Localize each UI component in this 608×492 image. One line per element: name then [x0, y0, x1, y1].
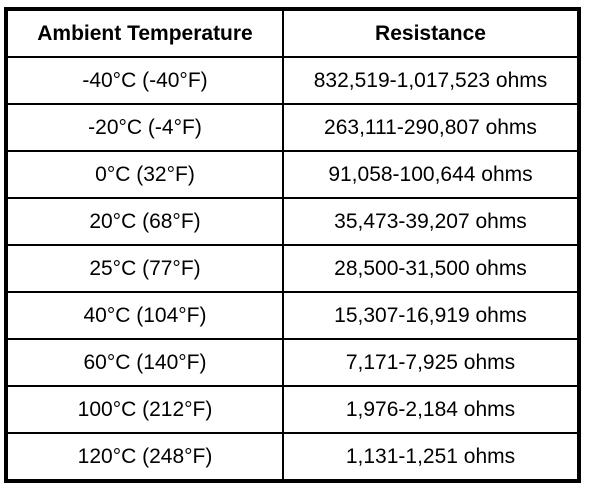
table-row: 0°C (32°F) 91,058-100,644 ohms [5, 150, 580, 199]
resistance-cell: 263,111-290,807 ohms [282, 103, 580, 152]
temperature-cell: 120°C (248°F) [5, 432, 284, 482]
column-header-ambient-temperature: Ambient Temperature [5, 8, 284, 58]
table-row: 40°C (104°F) 15,307-16,919 ohms [5, 291, 580, 340]
resistance-cell: 7,171-7,925 ohms [282, 338, 580, 387]
table-row: 25°C (77°F) 28,500-31,500 ohms [5, 244, 580, 293]
temperature-cell: -20°C (-4°F) [5, 103, 284, 152]
resistance-cell: 15,307-16,919 ohms [282, 291, 580, 340]
temperature-cell: -40°C (-40°F) [5, 56, 284, 105]
temperature-cell: 20°C (68°F) [5, 197, 284, 246]
table-row: 100°C (212°F) 1,976-2,184 ohms [5, 385, 580, 434]
resistance-cell: 1,131-1,251 ohms [282, 432, 580, 482]
column-header-resistance: Resistance [282, 8, 580, 58]
temperature-cell: 25°C (77°F) [5, 244, 284, 293]
temperature-cell: 100°C (212°F) [5, 385, 284, 434]
resistance-cell: 28,500-31,500 ohms [282, 244, 580, 293]
temperature-cell: 40°C (104°F) [5, 291, 284, 340]
table-row: 120°C (248°F) 1,131-1,251 ohms [5, 432, 580, 482]
resistance-cell: 35,473-39,207 ohms [282, 197, 580, 246]
resistance-cell: 832,519-1,017,523 ohms [282, 56, 580, 105]
table-row: 20°C (68°F) 35,473-39,207 ohms [5, 197, 580, 246]
resistance-cell: 1,976-2,184 ohms [282, 385, 580, 434]
temperature-resistance-table: Ambient Temperature Resistance -40°C (-4… [4, 7, 581, 483]
temperature-cell: 0°C (32°F) [5, 150, 284, 199]
temperature-cell: 60°C (140°F) [5, 338, 284, 387]
temperature-resistance-table-container: Ambient Temperature Resistance -40°C (-4… [4, 7, 581, 483]
table-row: 60°C (140°F) 7,171-7,925 ohms [5, 338, 580, 387]
resistance-cell: 91,058-100,644 ohms [282, 150, 580, 199]
table-row: -20°C (-4°F) 263,111-290,807 ohms [5, 103, 580, 152]
table-row: -40°C (-40°F) 832,519-1,017,523 ohms [5, 56, 580, 105]
header-row: Ambient Temperature Resistance [5, 8, 580, 58]
